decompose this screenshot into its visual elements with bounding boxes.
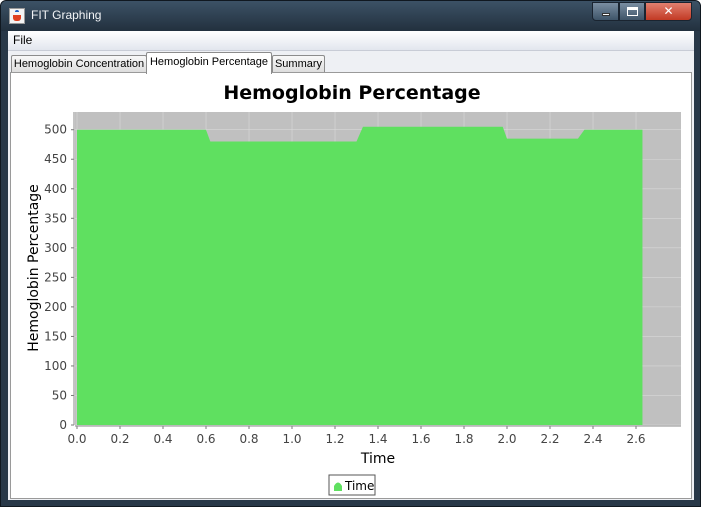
y-tick-label: 300 bbox=[44, 241, 67, 255]
x-tick-label: 1.4 bbox=[368, 432, 387, 446]
y-tick-label: 450 bbox=[44, 152, 67, 166]
y-axis-label: Hemoglobin Percentage bbox=[26, 184, 42, 352]
x-tick-label: 0.4 bbox=[153, 432, 172, 446]
x-tick-label: 1.2 bbox=[325, 432, 344, 446]
chart-title: Hemoglobin Percentage bbox=[223, 82, 480, 104]
menu-file[interactable]: File bbox=[13, 33, 33, 47]
x-tick-label: 2.0 bbox=[497, 432, 516, 446]
title-bar[interactable]: FIT Graphing ✕ bbox=[1, 1, 700, 31]
y-tick-label: 500 bbox=[44, 123, 67, 137]
chart-panel: Hemoglobin Percentage 0.0 0.2 0.4 0.6 0.8 1.0… bbox=[10, 72, 692, 499]
maximize-button[interactable] bbox=[619, 2, 645, 21]
close-icon: ✕ bbox=[663, 4, 674, 18]
minimize-icon bbox=[602, 13, 610, 16]
y-tick-label: 200 bbox=[44, 300, 67, 314]
x-tick-label: 2.6 bbox=[626, 432, 645, 446]
x-tick-label: 2.4 bbox=[583, 432, 602, 446]
y-tick-label: 100 bbox=[44, 359, 67, 373]
y-tick-label: 50 bbox=[52, 388, 67, 402]
x-tick-label: 1.8 bbox=[454, 432, 473, 446]
y-tick-label: 250 bbox=[44, 270, 67, 284]
area-series-time bbox=[77, 126, 643, 425]
maximize-icon bbox=[627, 7, 638, 16]
tab-bar: Hemoglobin Concentration Hemoglobin Perc… bbox=[8, 51, 694, 74]
x-tick-label: 0.2 bbox=[110, 432, 129, 446]
legend-entry-time: Time bbox=[344, 479, 374, 493]
y-tick-label: 0 bbox=[59, 418, 67, 432]
tab-summary[interactable]: Summary bbox=[272, 55, 325, 73]
minimize-button[interactable] bbox=[592, 2, 619, 21]
x-tick-label: 2.2 bbox=[540, 432, 559, 446]
x-tick-label: 0.0 bbox=[67, 432, 86, 446]
x-tick-label: 0.8 bbox=[239, 432, 258, 446]
chart: Hemoglobin Percentage 0.0 0.2 0.4 0.6 0.8 1.0… bbox=[26, 82, 681, 496]
x-tick-label: 1.6 bbox=[411, 432, 430, 446]
client-area: File Hemoglobin Concentration Hemoglobin… bbox=[8, 31, 694, 500]
window-title: FIT Graphing bbox=[31, 8, 102, 22]
x-tick-label: 0.6 bbox=[196, 432, 215, 446]
x-axis-label: Time bbox=[360, 451, 395, 467]
legend: Time bbox=[328, 474, 376, 496]
y-tick-label: 150 bbox=[44, 329, 67, 343]
java-app-icon bbox=[9, 8, 25, 24]
y-tick-label: 400 bbox=[44, 182, 67, 196]
y-tick-label: 350 bbox=[44, 211, 67, 225]
x-tick-label: 1.0 bbox=[282, 432, 301, 446]
tab-hemoglobin-concentration[interactable]: Hemoglobin Concentration bbox=[11, 55, 147, 73]
tab-hemoglobin-percentage[interactable]: Hemoglobin Percentage bbox=[146, 52, 272, 74]
close-button[interactable]: ✕ bbox=[645, 2, 692, 21]
legend-swatch-time bbox=[334, 482, 342, 491]
menu-bar: File bbox=[8, 31, 694, 51]
